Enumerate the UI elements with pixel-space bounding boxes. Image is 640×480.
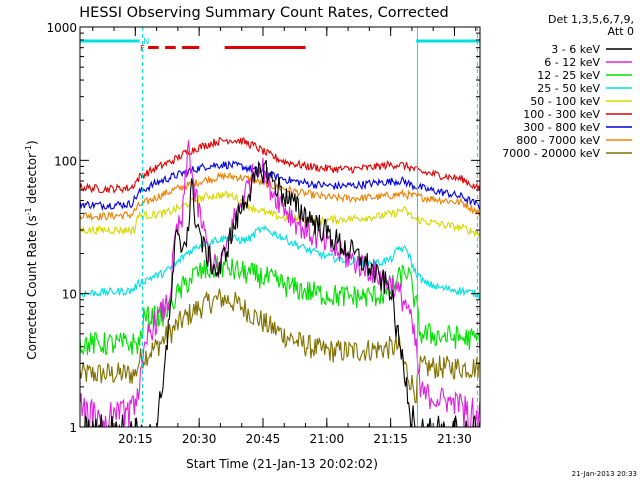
y-axis-label-sup1: -1	[24, 207, 33, 215]
legend-label-3: 12 - 25 keV	[537, 69, 600, 82]
plot-layer: NF	[80, 27, 480, 427]
y-axis-label-end: )	[25, 140, 39, 145]
x-tick-label: 20:45	[246, 432, 281, 446]
legend-label-9: 7000 - 20000 keV	[502, 147, 600, 160]
series-line-5	[80, 190, 480, 238]
y-tick-label: 1	[69, 421, 77, 435]
svg-text:Corrected Count Rate (s-1 dete: Corrected Count Rate (s-1 detector-1)	[24, 140, 39, 359]
y-axis-label-sup2: -1	[24, 145, 33, 153]
legend-header: Det 1,3,5,6,7,9,	[548, 13, 634, 26]
x-tick-label: 21:00	[310, 432, 345, 446]
legend-header: Att 0	[608, 25, 634, 38]
legend-label-7: 300 - 800 keV	[523, 121, 600, 134]
y-tick-label: 10	[62, 288, 77, 302]
series-line-7	[80, 159, 480, 212]
legend-label-4: 25 - 50 keV	[537, 82, 600, 95]
series-group	[80, 136, 480, 427]
legend-label-1: 3 - 6 keV	[551, 43, 600, 56]
x-tick-label: 21:30	[437, 432, 472, 446]
series-line-3	[80, 256, 480, 356]
series-line-1	[84, 159, 480, 427]
x-axis-label: Start Time (21-Jan-13 20:02:02)	[186, 457, 378, 471]
series-line-8	[80, 171, 480, 222]
x-tick-label: 20:15	[118, 432, 153, 446]
flare-flag-label: F	[140, 44, 145, 53]
series-line-4	[80, 224, 480, 300]
x-tick-label: 20:30	[182, 432, 217, 446]
y-axis-label-main: Corrected Count Rate (s	[25, 215, 39, 359]
y-tick-label: 100	[54, 154, 77, 168]
y-axis-label: Corrected Count Rate (s-1 detector-1)	[24, 140, 39, 359]
night-flag-label: N	[143, 37, 149, 46]
plot-frame	[79, 26, 481, 428]
x-tick-label: 21:15	[373, 432, 408, 446]
y-axis-label-mid: detector	[25, 153, 39, 208]
legend-label-6: 100 - 300 keV	[523, 108, 600, 121]
legend-label-8: 800 - 7000 keV	[516, 134, 600, 147]
footer-timestamp: 21-Jan-2013 20:33	[572, 470, 637, 478]
series-line-2	[80, 140, 480, 427]
series-line-9	[80, 288, 480, 404]
chart-title: HESSI Observing Summary Count Rates, Cor…	[79, 5, 448, 21]
legend-label-5: 50 - 100 keV	[530, 95, 600, 108]
series-line-6	[80, 136, 480, 195]
legend-label-2: 6 - 12 keV	[544, 56, 600, 69]
axis-layer: 1 10 100 1000 20:15 20:30 20:45 21:00 21:15 21:30	[46, 21, 481, 446]
y-tick-label: 1000	[46, 21, 77, 35]
